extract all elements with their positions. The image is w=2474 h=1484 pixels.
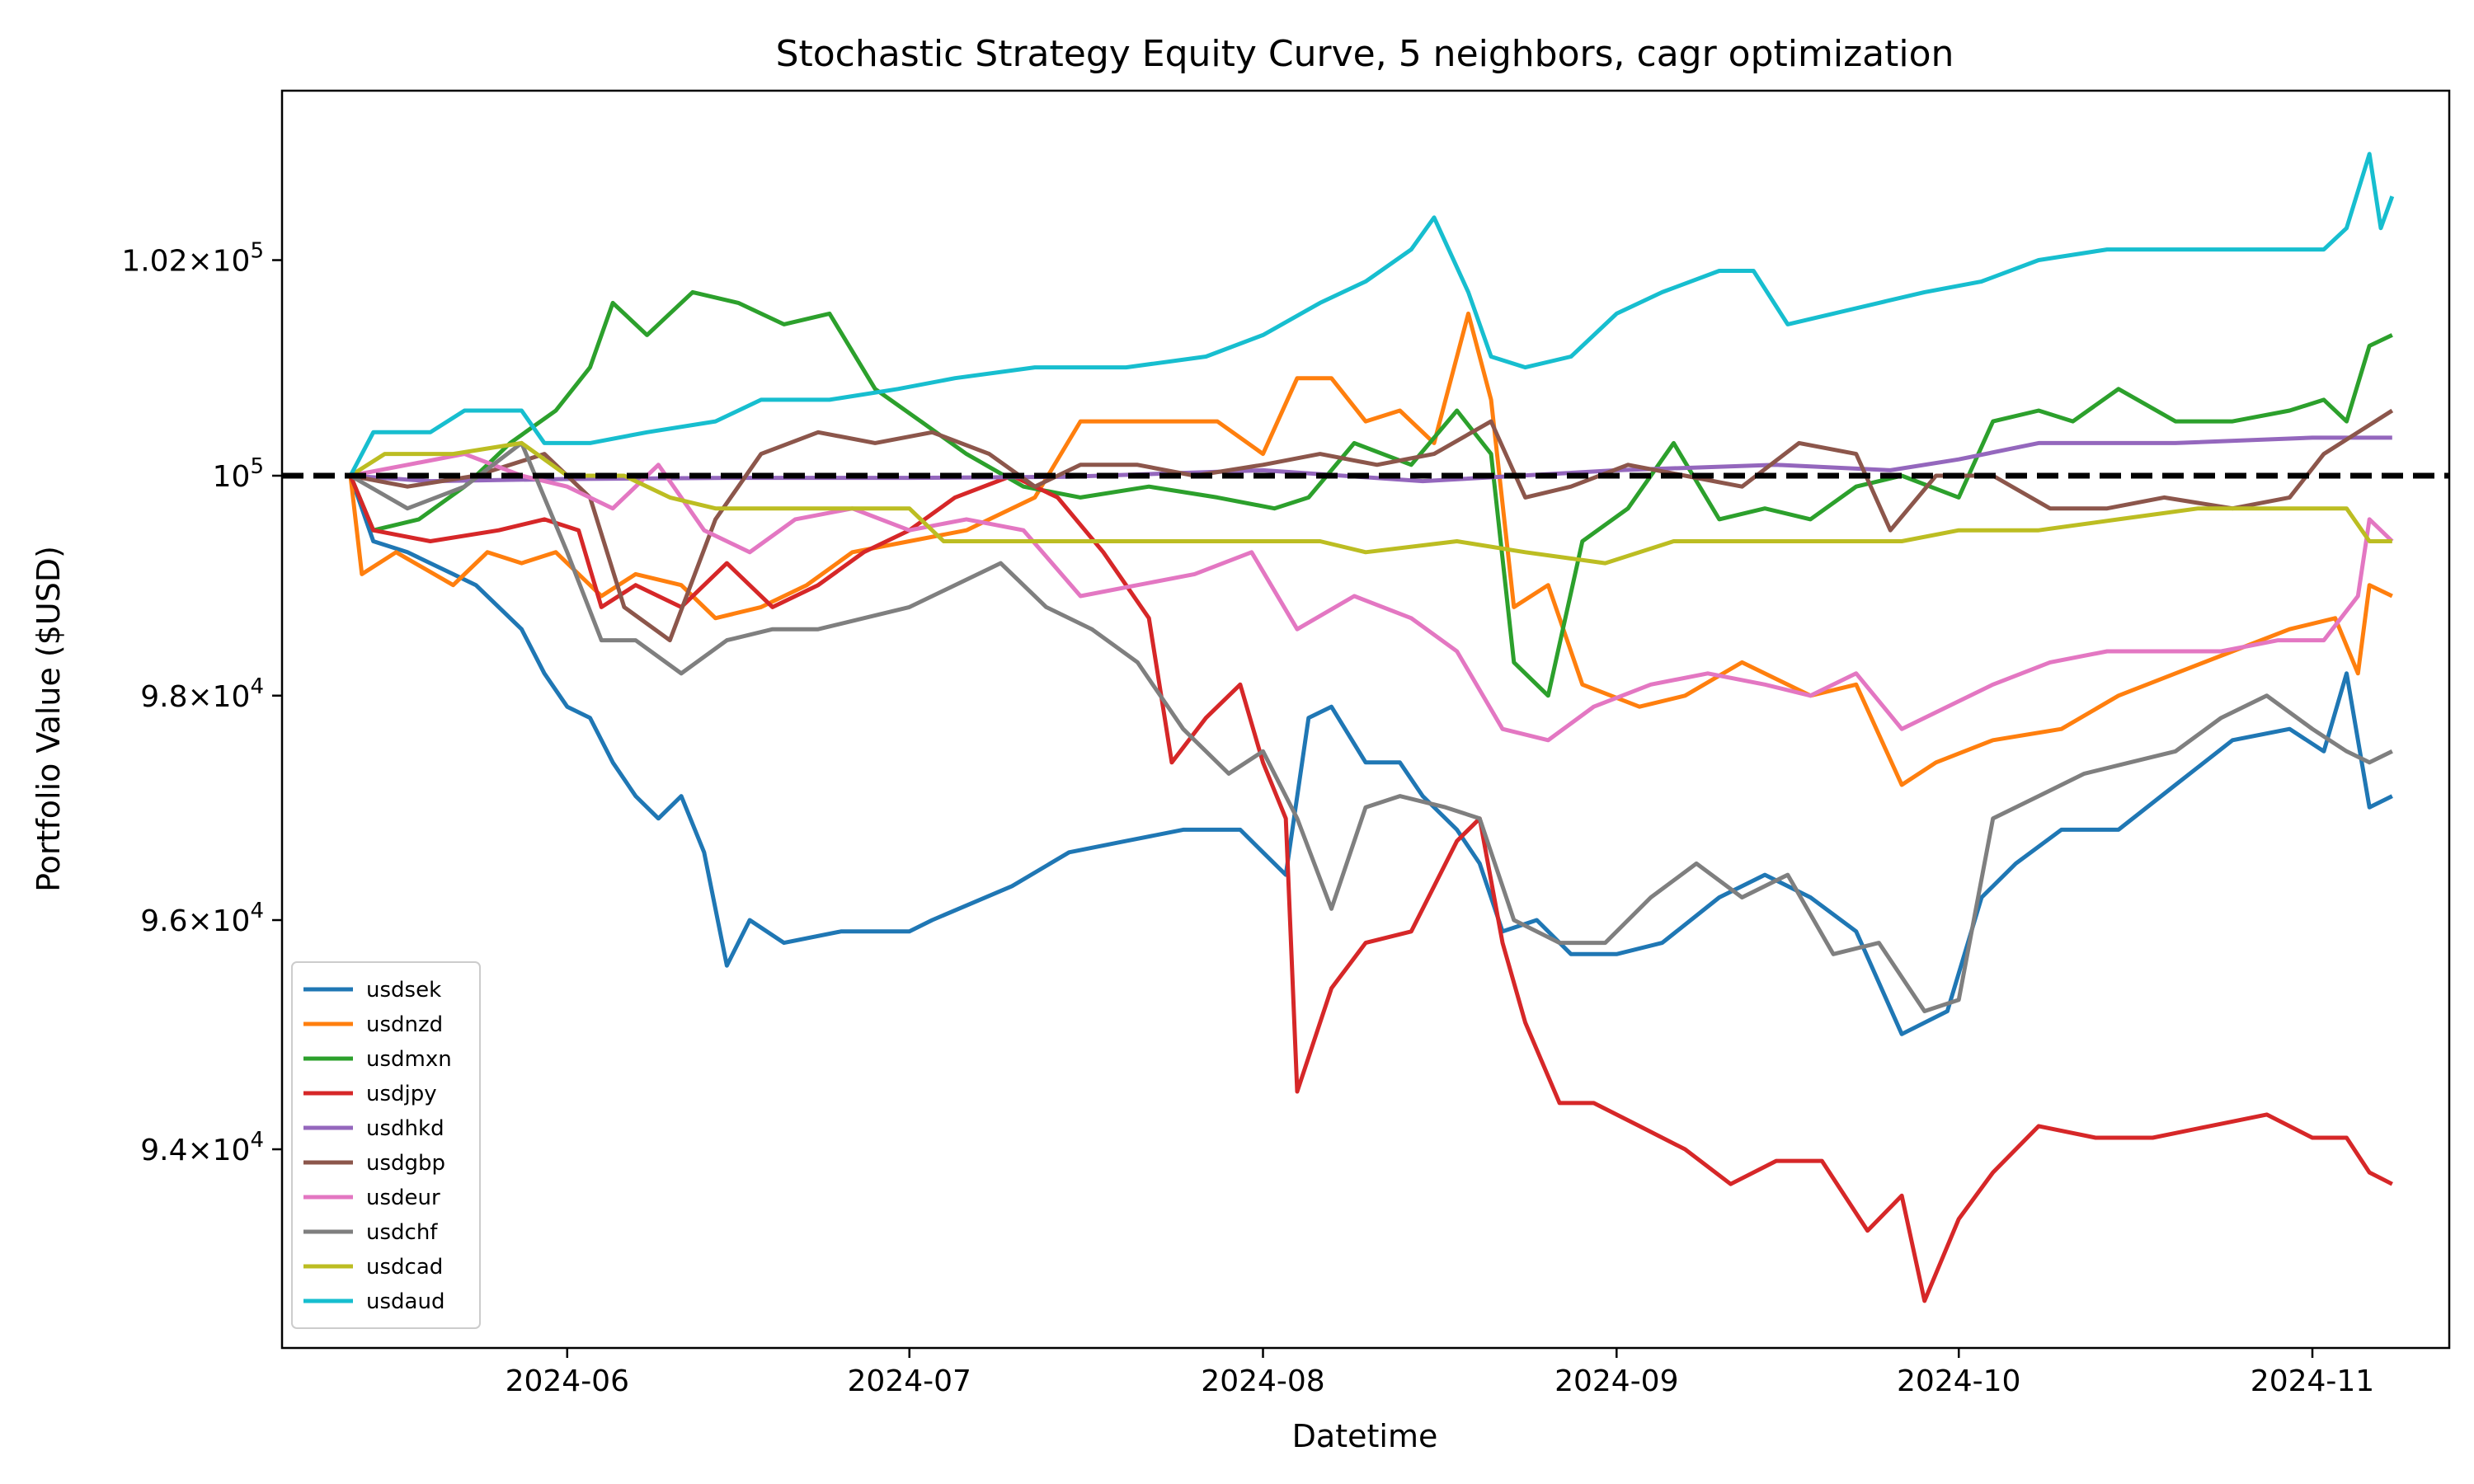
legend-label-usdchf: usdchf xyxy=(366,1220,438,1245)
legend-box xyxy=(291,961,481,1329)
y-tick-mantissa: 9.6×10 xyxy=(140,904,250,938)
series-layer xyxy=(348,152,2395,1303)
y-axis-label: Portfolio Value ($USD) xyxy=(31,546,67,892)
series-line-usdjpy xyxy=(348,473,2393,1303)
y-tick-label: 9.8×104 xyxy=(140,674,264,714)
series-line-usdmxn xyxy=(348,289,2393,698)
x-axis-label: Datetime xyxy=(1292,1418,1438,1454)
legend-label-usdnzd: usdnzd xyxy=(366,1012,443,1037)
series-line-usdsek xyxy=(348,475,2393,1036)
y-tick-exponent: 4 xyxy=(250,1128,264,1153)
y-tick-mantissa: 1.02×10 xyxy=(121,245,250,279)
chart-title: Stochastic Strategy Equity Curve, 5 neig… xyxy=(776,33,1954,75)
series-line-usdaud xyxy=(348,152,2395,477)
y-tick-exponent: 4 xyxy=(250,899,264,923)
legend: usdsek usdnzd usdmxn usdjpy usdhkd usdgbp usde… xyxy=(291,961,481,1329)
x-tick-label: 2024-07 xyxy=(848,1364,971,1398)
y-tick-label: 9.4×104 xyxy=(140,1128,264,1167)
legend-label-usdjpy: usdjpy xyxy=(366,1082,437,1106)
legend-label-usdgbp: usdgbp xyxy=(366,1151,445,1176)
x-axis: 2024-06 2024-07 2024-08 2024-09 2024-10 2024-… xyxy=(506,1348,2374,1398)
series-line-usdcad xyxy=(349,440,2392,566)
y-tick-exponent: 4 xyxy=(250,674,264,699)
series-line-usdeur xyxy=(350,452,2394,743)
y-tick-label: 9.6×104 xyxy=(140,899,264,938)
y-tick-exponent: 5 xyxy=(250,239,264,264)
y-tick-mantissa: 9.4×10 xyxy=(140,1134,250,1167)
x-tick-label: 2024-11 xyxy=(2251,1364,2374,1398)
y-tick-label: 105 xyxy=(213,454,264,494)
legend-label-usdcad: usdcad xyxy=(366,1255,443,1280)
series-line-usdchf xyxy=(349,440,2393,1013)
x-tick-label: 2024-08 xyxy=(1201,1364,1324,1398)
legend-label-usdhkd: usdhkd xyxy=(366,1116,444,1141)
y-tick-exponent: 5 xyxy=(250,454,264,479)
y-tick-mantissa: 10 xyxy=(213,460,251,494)
legend-label-usdsek: usdsek xyxy=(366,978,441,1003)
legend-label-usdmxn: usdmxn xyxy=(366,1047,452,1072)
series-line-usdnzd xyxy=(348,311,2393,787)
legend-label-usdeur: usdeur xyxy=(366,1186,440,1210)
legend-label-usdaud: usdaud xyxy=(366,1289,444,1314)
series-line-usdgbp xyxy=(350,408,2394,643)
x-tick-label: 2024-10 xyxy=(1897,1364,2020,1398)
y-tick-mantissa: 9.8×10 xyxy=(140,680,250,714)
y-tick-label: 1.02×105 xyxy=(121,239,264,279)
plot-frame xyxy=(280,89,2451,1350)
x-tick-label: 2024-09 xyxy=(1554,1364,1678,1398)
x-tick-label: 2024-06 xyxy=(506,1364,629,1398)
